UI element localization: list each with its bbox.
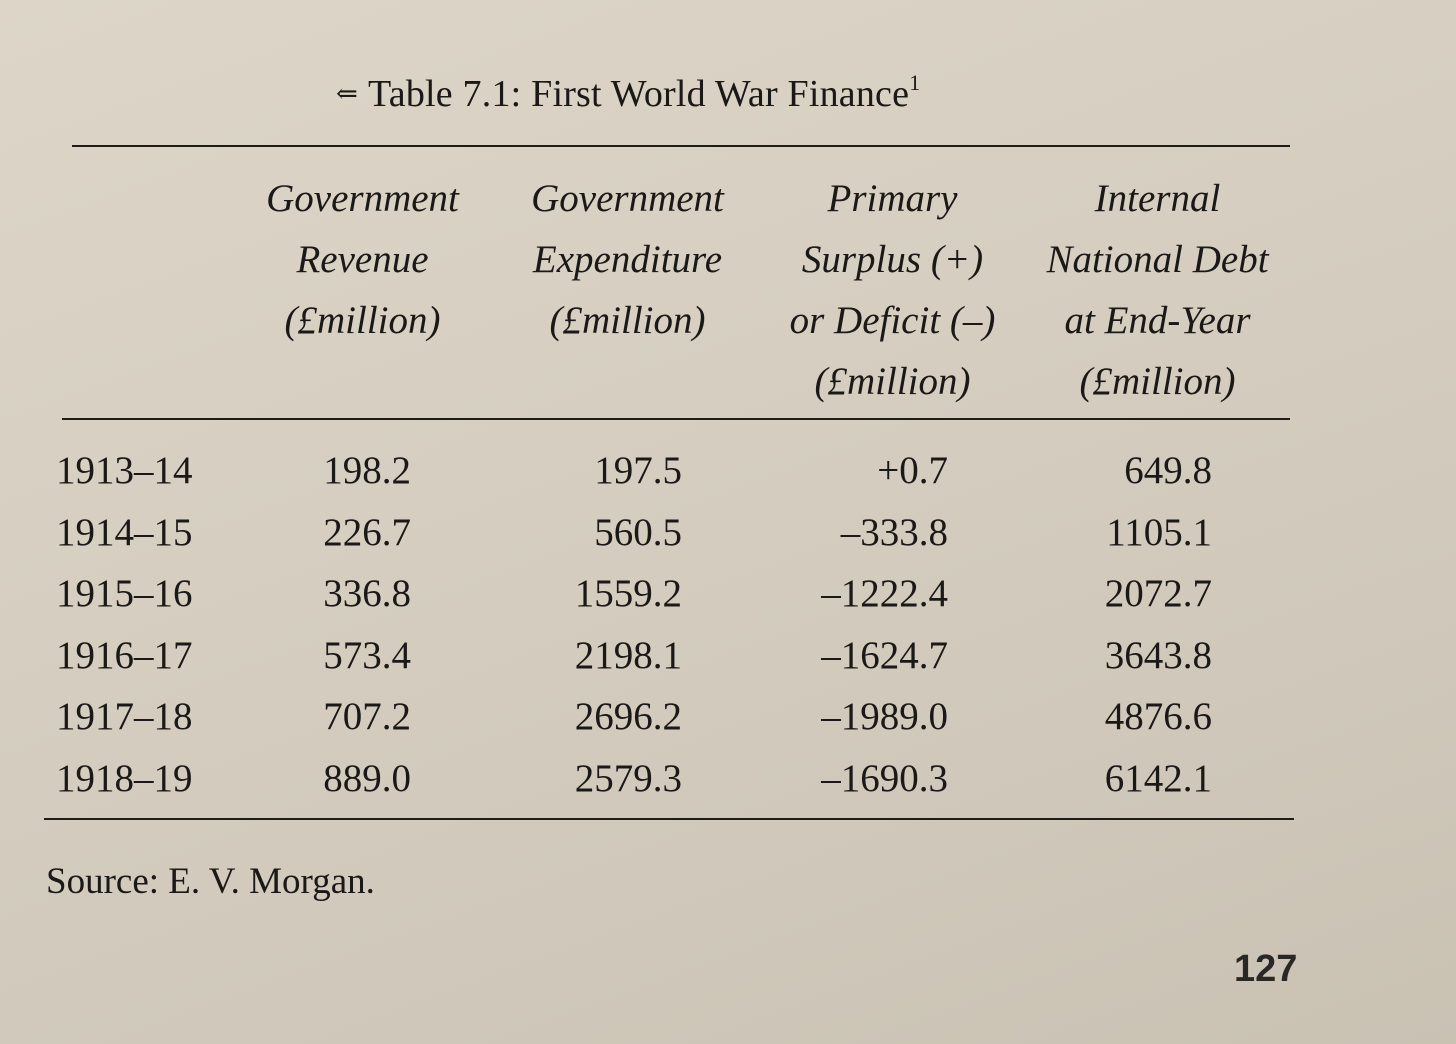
debt-cell: 2072.7 xyxy=(1104,572,1212,615)
header-national-debt: Internal National Debt at End-Year (£mil… xyxy=(1046,177,1269,403)
surplus-cell: –1989.0 xyxy=(821,695,948,738)
expenditure-cell: 1559.2 xyxy=(574,572,682,615)
revenue-cell: 336.8 xyxy=(323,572,411,615)
top-rule xyxy=(72,145,1290,147)
expenditure-cell: 2198.1 xyxy=(574,633,682,677)
debt-cell: 4876.6 xyxy=(1104,695,1212,738)
debt-cell: 3643.8 xyxy=(1104,633,1212,677)
debt-cell: 649.8 xyxy=(1124,449,1212,492)
table-body: 1913–14 198.2 197.5 +0.7 649.8 1914–15 2… xyxy=(0,440,1456,809)
arrow-mark-icon: ⇐ xyxy=(336,79,358,108)
surplus-cell: +0.7 xyxy=(877,449,948,492)
source-note: Source: E. V. Morgan. xyxy=(46,861,375,902)
table-row: 1915–16 336.8 1559.2 –1222.4 2072.7 xyxy=(0,563,1456,625)
table-caption: ⇐ Table 7.1: First World War Finance1 xyxy=(336,70,920,116)
year-cell: 1913–14 xyxy=(56,449,193,492)
surplus-cell: –1690.3 xyxy=(821,756,948,800)
debt-cell: 1105.1 xyxy=(1106,510,1212,554)
debt-cell: 6142.1 xyxy=(1104,756,1212,800)
table-row: 1918–19 889.0 2579.3 –1690.3 6142.1 xyxy=(0,748,1456,810)
expenditure-cell: 197.5 xyxy=(594,449,682,492)
header-expenditure: Government Expenditure (£million) xyxy=(531,177,724,342)
revenue-cell: 573.4 xyxy=(323,633,411,677)
surplus-cell: –1624.7 xyxy=(821,633,948,677)
year-cell: 1914–15 xyxy=(56,510,193,554)
revenue-cell: 226.7 xyxy=(323,510,411,554)
header-revenue: Government Revenue (£million) xyxy=(266,177,459,342)
page-number: 127 xyxy=(1234,948,1298,990)
surplus-cell: –1222.4 xyxy=(821,572,948,615)
table-row: 1916–17 573.4 2198.1 –1624.7 3643.8 xyxy=(0,625,1456,687)
header-surplus-deficit: Primary Surplus (+) or Deficit (–) (£mil… xyxy=(789,177,996,403)
bottom-rule xyxy=(44,818,1294,820)
revenue-cell: 707.2 xyxy=(323,695,411,738)
expenditure-cell: 2696.2 xyxy=(574,695,682,738)
surplus-cell: –333.8 xyxy=(840,510,948,554)
header-rule xyxy=(62,418,1290,420)
table-row: 1913–14 198.2 197.5 +0.7 649.8 xyxy=(0,440,1456,502)
footnote-marker: 1 xyxy=(909,70,921,95)
expenditure-cell: 560.5 xyxy=(594,510,682,554)
caption-text: Table 7.1: First World War Finance xyxy=(368,73,910,115)
revenue-cell: 198.2 xyxy=(323,449,411,492)
expenditure-cell: 2579.3 xyxy=(574,756,682,800)
table-row: 1914–15 226.7 560.5 –333.8 1105.1 xyxy=(0,502,1456,564)
table-row: 1917–18 707.2 2696.2 –1989.0 4876.6 xyxy=(0,686,1456,748)
revenue-cell: 889.0 xyxy=(323,756,411,800)
year-cell: 1917–18 xyxy=(56,695,193,738)
year-cell: 1918–19 xyxy=(56,756,193,800)
year-cell: 1916–17 xyxy=(56,633,193,677)
year-cell: 1915–16 xyxy=(56,572,193,615)
